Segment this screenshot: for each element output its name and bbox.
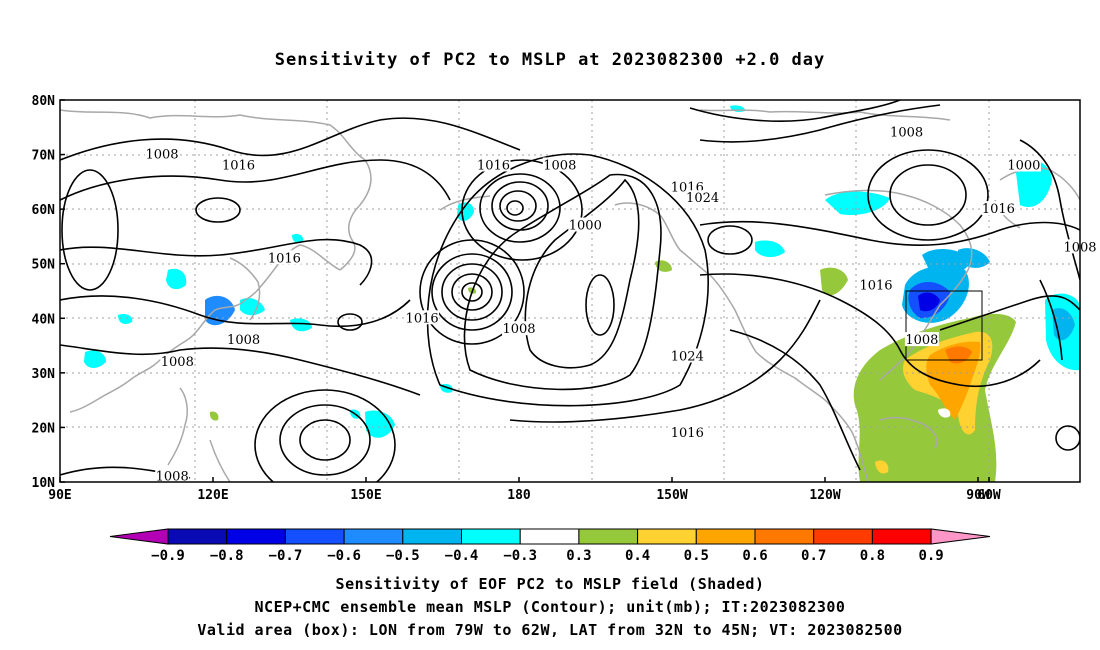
lon-tick-label: 90E xyxy=(48,488,71,503)
colorbar-label: 0.4 xyxy=(625,548,650,564)
colorbar-label: 0.7 xyxy=(801,548,826,564)
colorbar-label: −0.5 xyxy=(386,548,420,564)
contour-label-bg xyxy=(405,310,440,325)
contour-label: 1008 xyxy=(227,333,260,348)
colorbar-swatch xyxy=(461,528,521,545)
contour-label: 1008 xyxy=(161,355,194,370)
colorbar-high-triangle xyxy=(930,528,991,545)
colorbar-swatch xyxy=(343,528,404,545)
contour-label-bg xyxy=(981,201,1016,216)
lat-tick-label: 20N xyxy=(32,421,56,436)
contour-label-bg xyxy=(904,332,939,347)
colorbar-label: −0.7 xyxy=(269,548,303,564)
contour-label-bg xyxy=(889,124,924,139)
contour-label-bg xyxy=(670,424,705,439)
contour-label-bg xyxy=(476,157,511,172)
contour-label: 1016 xyxy=(477,158,510,173)
colorbar-label: −0.9 xyxy=(151,548,185,564)
colorbar-label: −0.3 xyxy=(503,548,537,564)
colorbar-label: 0.9 xyxy=(918,548,943,564)
lat-tick-label: 80N xyxy=(32,94,56,109)
contour-label: 1016 xyxy=(982,202,1015,217)
colorbar-label: 0.8 xyxy=(860,548,885,564)
lat-tick-label: 70N xyxy=(32,149,56,164)
contour-label-bg xyxy=(221,157,256,172)
contour-label: 1008 xyxy=(890,126,923,141)
colorbar-swatch xyxy=(637,528,697,545)
lon-tick-label: 120W xyxy=(809,488,840,503)
colorbar-swatch xyxy=(167,528,228,545)
contour-label-bg xyxy=(267,250,302,265)
lon-tick-label: 120E xyxy=(197,488,228,503)
contour-label: 1016 xyxy=(222,158,255,173)
contour-labels: 1008 1016 1016 1016 1008 1000 1016 1024 1008 1000… xyxy=(145,124,1097,485)
contour-label-bg xyxy=(155,468,190,483)
colorbar-label: −0.6 xyxy=(327,548,361,564)
contour-label: 1008 xyxy=(543,158,576,173)
contour-label-bg xyxy=(685,190,720,205)
contour-label: 1000 xyxy=(569,219,602,234)
contour-label-bg xyxy=(160,353,195,368)
colorbar-swatch xyxy=(754,528,815,545)
contour-label-bg xyxy=(670,179,705,194)
colorbar: −0.9 −0.8 −0.7 −0.6 −0.5 −0.4 −0.3 0.3 0.4 0.5 0.6… xyxy=(109,528,991,564)
caption-line-2: NCEP+CMC ensemble mean MSLP (Contour); u… xyxy=(254,598,846,616)
contour-label-bg xyxy=(670,348,705,363)
contour-label-bg xyxy=(226,332,261,347)
contour-label-bg xyxy=(568,217,603,232)
colorbar-label: −0.4 xyxy=(445,548,479,564)
contour-label: 1008 xyxy=(156,470,189,485)
contour-label-bg xyxy=(1006,157,1041,172)
caption-line-3: Valid area (box): LON from 79W to 62W, L… xyxy=(197,621,903,639)
lon-tick-label: 90W xyxy=(966,488,990,503)
contour-label: 1016 xyxy=(406,311,439,326)
map-title: Sensitivity of PC2 to MSLP at 2023082300… xyxy=(274,50,826,70)
contour-label: 1024 xyxy=(671,349,704,364)
contour-label: 1008 xyxy=(145,148,178,163)
lon-tick-label: 180 xyxy=(507,488,531,503)
lat-tick-label: 30N xyxy=(32,367,56,382)
colorbar-swatch xyxy=(871,528,932,545)
colorbar-swatch xyxy=(402,528,462,545)
caption-line-1: Sensitivity of EOF PC2 to MSLP field (Sh… xyxy=(335,575,765,593)
contour-label: 1016 xyxy=(268,251,301,266)
colorbar-swatch xyxy=(226,528,286,545)
colorbar-swatch xyxy=(695,528,756,545)
lat-tick-label: 60N xyxy=(32,203,56,218)
contour-label: 1000 xyxy=(1007,158,1040,173)
colorbar-label: −0.8 xyxy=(210,548,244,564)
contour-label-bg xyxy=(145,146,179,161)
colorbar-swatch xyxy=(813,528,873,545)
lat-tick-label: 50N xyxy=(32,258,56,273)
mslp-contours xyxy=(60,100,1080,482)
colorbar-swatch xyxy=(578,528,639,545)
colorbar-swatch xyxy=(284,528,345,545)
contour-label-bg xyxy=(859,277,893,292)
contour-label: 1008 xyxy=(502,322,535,337)
lat-tick-label: 40N xyxy=(32,312,56,327)
lon-tick-label: 60W xyxy=(977,488,1001,503)
lon-tick-label: 150W xyxy=(656,488,687,503)
contour-label: 1008 xyxy=(905,333,938,348)
contour-label-bg xyxy=(502,321,536,336)
lat-tick-label: 10N xyxy=(32,476,56,491)
contour-label: 1016 xyxy=(859,279,892,294)
plot-frame xyxy=(59,99,1081,483)
contour-label-bg xyxy=(542,157,577,172)
colorbar-label: 0.5 xyxy=(684,548,709,564)
contour-label: 1016 xyxy=(671,426,704,441)
valid-area-box xyxy=(905,290,983,361)
colorbar-swatch xyxy=(519,528,580,545)
lon-tick-label: 150E xyxy=(350,488,381,503)
contour-label: 1024 xyxy=(686,191,719,206)
colorbar-low-triangle xyxy=(109,528,169,545)
colorbar-label: 0.6 xyxy=(742,548,767,564)
colorbar-label: 0.3 xyxy=(566,548,591,564)
gridlines xyxy=(60,100,1080,482)
